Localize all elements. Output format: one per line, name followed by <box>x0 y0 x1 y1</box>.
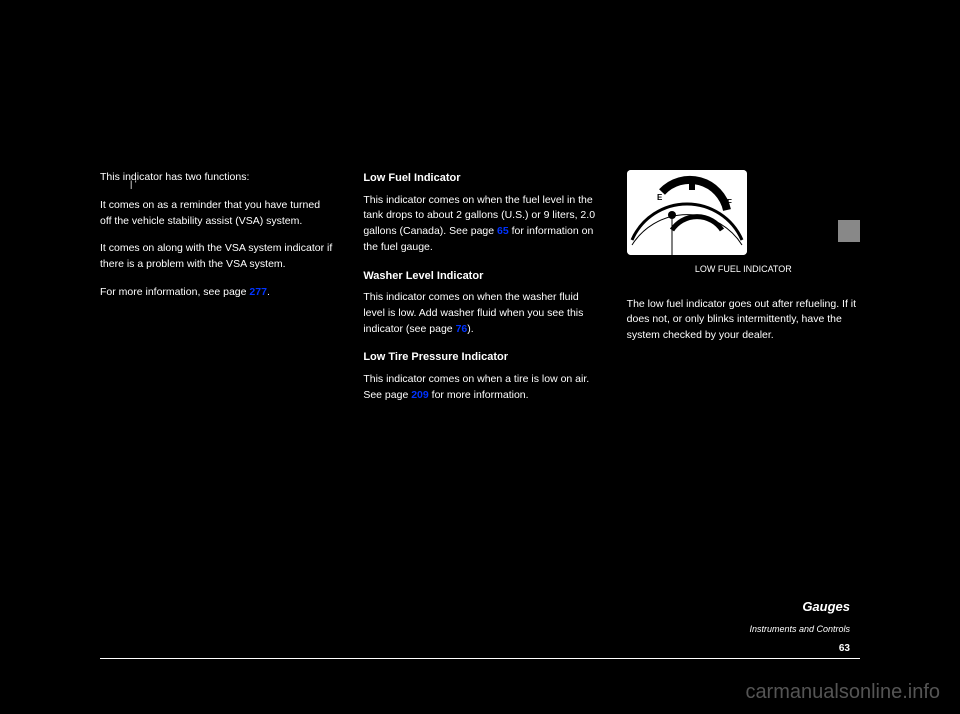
figure-caption: LOW FUEL INDICATOR <box>627 263 860 277</box>
heading-low-fuel: Low Fuel Indicator <box>363 170 596 187</box>
svg-text:E: E <box>657 193 663 202</box>
footer-page-number: 63 <box>839 643 850 654</box>
page-link-277[interactable]: 277 <box>249 286 267 298</box>
col1-p2: For more information, see page 277. <box>100 285 333 301</box>
col2-p2b: ). <box>467 323 473 335</box>
footer-title: Gauges <box>802 599 850 614</box>
page-body: This indicator has two functions: It com… <box>0 0 960 455</box>
heading-washer: Washer Level Indicator <box>363 268 596 285</box>
col1-p2b: . <box>267 286 270 298</box>
indicator-symbol: | ' <box>130 180 137 189</box>
column-2: Low Fuel Indicator This indicator comes … <box>363 170 596 415</box>
footer-subtitle: Instruments and Controls <box>749 624 850 634</box>
col1-p2a: For more information, see page <box>100 286 249 298</box>
col2-p3b: for more information. <box>429 389 529 401</box>
col1-li1: It comes on as a reminder that you have … <box>100 198 333 230</box>
col3-p1: The low fuel indicator goes out after re… <box>627 297 860 344</box>
col2-p1: This indicator comes on when the fuel le… <box>363 193 596 256</box>
col2-p3: This indicator comes on when a tire is l… <box>363 372 596 404</box>
fuel-gauge-figure: E F <box>627 170 747 255</box>
page-link-76[interactable]: 76 <box>456 323 468 335</box>
watermark: carmanualsonline.info <box>745 681 940 704</box>
svg-text:F: F <box>727 198 732 207</box>
footer-rule <box>100 658 860 659</box>
col1-li2: It comes on along with the VSA system in… <box>100 241 333 273</box>
page-link-65[interactable]: 65 <box>497 225 509 237</box>
section-tab <box>838 220 860 242</box>
col2-p2: This indicator comes on when the washer … <box>363 290 596 337</box>
column-1: This indicator has two functions: It com… <box>100 170 333 415</box>
column-3: E F LOW FUEL INDICATOR The low fuel indi… <box>627 170 860 415</box>
page-link-209[interactable]: 209 <box>411 389 429 401</box>
heading-tire: Low Tire Pressure Indicator <box>363 349 596 366</box>
